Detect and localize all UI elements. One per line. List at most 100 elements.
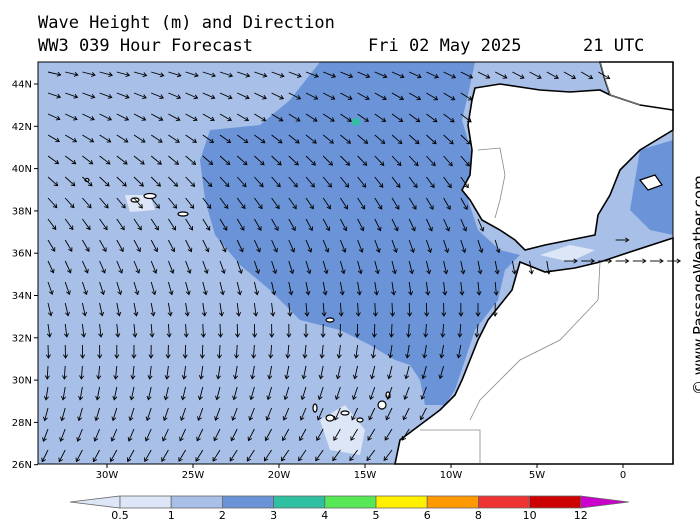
wave-arrow (99, 218, 108, 230)
wave-arrow (219, 92, 233, 99)
wave-arrow-head (227, 94, 233, 100)
wave-arrow (219, 239, 227, 252)
wave-arrow (168, 176, 178, 187)
wave-arrow (99, 155, 111, 165)
wave-arrow-head (373, 290, 379, 296)
wave-arrow-head (144, 436, 150, 442)
wave-arrow (372, 344, 376, 358)
wave-arrow (440, 344, 445, 358)
wave-arrow (47, 344, 49, 359)
wave-arrow (408, 218, 416, 231)
wave-arrow-head (172, 204, 178, 209)
wave-arrow-head (105, 160, 111, 165)
wave-arrow-head (201, 311, 207, 317)
wave-arrow-head (42, 437, 47, 442)
wave-arrow-head (371, 333, 377, 338)
wave-arrow-head (387, 374, 393, 380)
legend-level-label: 6 (424, 509, 431, 522)
wave-arrow (96, 386, 101, 400)
wave-arrow-head (463, 205, 468, 211)
wave-arrow (443, 92, 455, 101)
wave-arrow (116, 176, 127, 187)
wave-arrow (443, 218, 450, 232)
wave-arrow-head (132, 333, 138, 338)
wave-arrow-head (271, 290, 277, 296)
wave-arrow (168, 134, 180, 143)
wave-arrow-head (303, 333, 309, 338)
wave-arrow-head (419, 415, 425, 421)
wave-arrow (288, 218, 296, 231)
lat-tick-label: 38N (12, 206, 32, 217)
wave-arrow (339, 281, 344, 295)
wave-arrow-head (130, 375, 136, 380)
wave-arrow (425, 218, 433, 231)
wave-arrow-head (230, 436, 236, 442)
wave-arrow-head (313, 95, 319, 100)
wave-arrow (318, 386, 324, 400)
wave-arrow (374, 134, 385, 144)
wave-arrow (182, 386, 187, 400)
wave-arrow-head (287, 312, 293, 317)
wave-arrow (133, 71, 147, 76)
mediterranean-band (520, 130, 673, 270)
wave-arrow (202, 113, 215, 121)
wave-arrow (253, 260, 260, 274)
wave-arrow-head (330, 117, 335, 122)
wave-arrow-head (193, 94, 199, 100)
wave-arrow-head (590, 258, 596, 264)
wave-arrow (236, 155, 248, 166)
wave-arrow-head (274, 226, 279, 232)
wave-arrow-head (379, 161, 385, 167)
wave-arrow (99, 71, 113, 76)
wave-arrow-head (390, 291, 396, 296)
wave-arrow-head (129, 395, 135, 401)
wave-arrow-head (68, 247, 73, 252)
wave-arrow-head (347, 117, 352, 122)
wave-arrow (357, 260, 362, 274)
wave-arrow (99, 176, 110, 187)
wave-arrow-head (149, 333, 155, 338)
wave-arrow-head (81, 333, 87, 338)
wave-arrow-head (108, 72, 113, 77)
wave-arrow-head (485, 74, 491, 79)
wave-arrow (165, 386, 169, 400)
wave-arrow (443, 197, 451, 210)
wave-arrow-head (82, 311, 88, 317)
wave-arrow-head (113, 375, 119, 380)
wave-arrow-head (155, 204, 160, 209)
legend-left-triangle (69, 495, 121, 509)
wave-arrow-head (116, 311, 122, 317)
wave-arrow-head (241, 204, 246, 210)
wave-arrow (47, 260, 54, 273)
wave-arrow (320, 365, 324, 379)
wave-arrow (97, 365, 101, 379)
wave-arrow-head (50, 247, 56, 252)
wave-arrow-head (433, 95, 439, 101)
lat-tick-label: 42N (12, 122, 32, 133)
lon-tick-label: 20W (268, 470, 291, 481)
wave-arrow-head (263, 456, 269, 462)
wave-arrow-head (413, 183, 418, 189)
wave-arrow (460, 239, 466, 253)
wave-arrow (457, 344, 462, 358)
legend-swatch (529, 495, 582, 509)
wave-arrow-head (55, 115, 61, 121)
wave-arrow (391, 134, 403, 144)
wave-arrow (421, 386, 427, 400)
wave-arrow (65, 113, 78, 120)
wave-arrow-head (402, 415, 408, 421)
wave-arrow-head (322, 290, 328, 296)
wave-arrow-head (180, 395, 186, 401)
wave-arrow (271, 155, 282, 166)
wave-arrow (425, 281, 429, 295)
wave-arrow-head (356, 290, 362, 296)
wave-arrow (425, 260, 430, 274)
wave-arrow (237, 71, 250, 77)
wave-arrow-head (164, 375, 170, 380)
wave-arrow-head (336, 354, 342, 359)
wave-arrow (79, 386, 83, 400)
wave-arrow (494, 239, 500, 253)
wave-arrow (133, 113, 146, 121)
wave-arrow (248, 428, 255, 441)
wave-arrow (266, 407, 273, 421)
